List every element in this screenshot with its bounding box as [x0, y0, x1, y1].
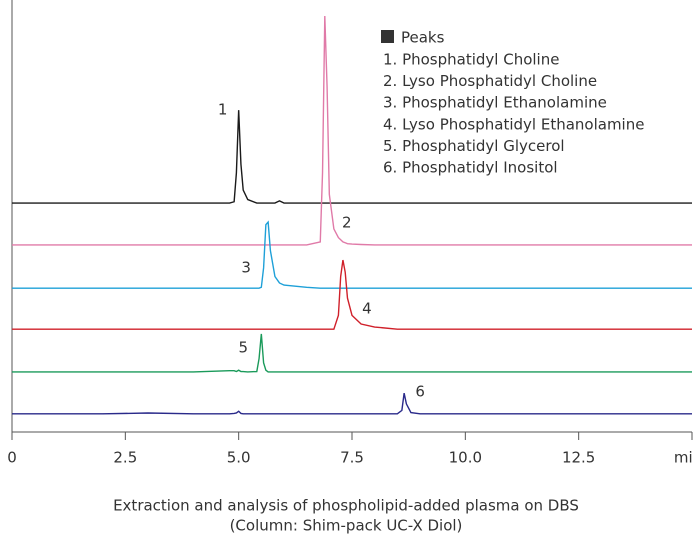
legend-item: 2. Lyso Phosphatidyl Choline [383, 72, 597, 90]
peak-label: 4 [362, 300, 372, 318]
trace [12, 392, 692, 415]
trace [12, 15, 692, 246]
caption: (Column: Shim-pack UC-X Diol) [230, 517, 463, 535]
legend-swatch [381, 30, 394, 43]
legend-item: 3. Phosphatidyl Ethanolamine [383, 94, 607, 112]
legend-item: 1. Phosphatidyl Choline [383, 51, 559, 69]
peak-label: 5 [239, 338, 249, 356]
peak-label: 1 [218, 101, 228, 119]
trace [12, 333, 692, 373]
legend-item: 4. Lyso Phosphatidyl Ethanolamine [383, 115, 644, 133]
peak-label: 3 [241, 259, 251, 277]
x-tick-label: 2.5 [113, 449, 137, 467]
x-tick-label: 0 [7, 449, 17, 467]
caption: Extraction and analysis of phospholipid-… [113, 497, 579, 515]
legend-item: 5. Phosphatidyl Glycerol [383, 137, 565, 155]
x-tick-label: 7.5 [340, 449, 364, 467]
peak-label: 6 [415, 382, 425, 400]
peak-label: 2 [342, 213, 352, 231]
x-tick-label: min [674, 449, 693, 467]
x-tick-label: 5.0 [227, 449, 251, 467]
trace [12, 259, 692, 330]
legend-item: 6. Phosphatidyl Inositol [383, 159, 558, 177]
legend-title: Peaks [401, 29, 445, 47]
trace [12, 110, 692, 204]
x-tick-label: 10.0 [449, 449, 482, 467]
trace [12, 220, 692, 289]
x-tick-label: 12.5 [562, 449, 595, 467]
